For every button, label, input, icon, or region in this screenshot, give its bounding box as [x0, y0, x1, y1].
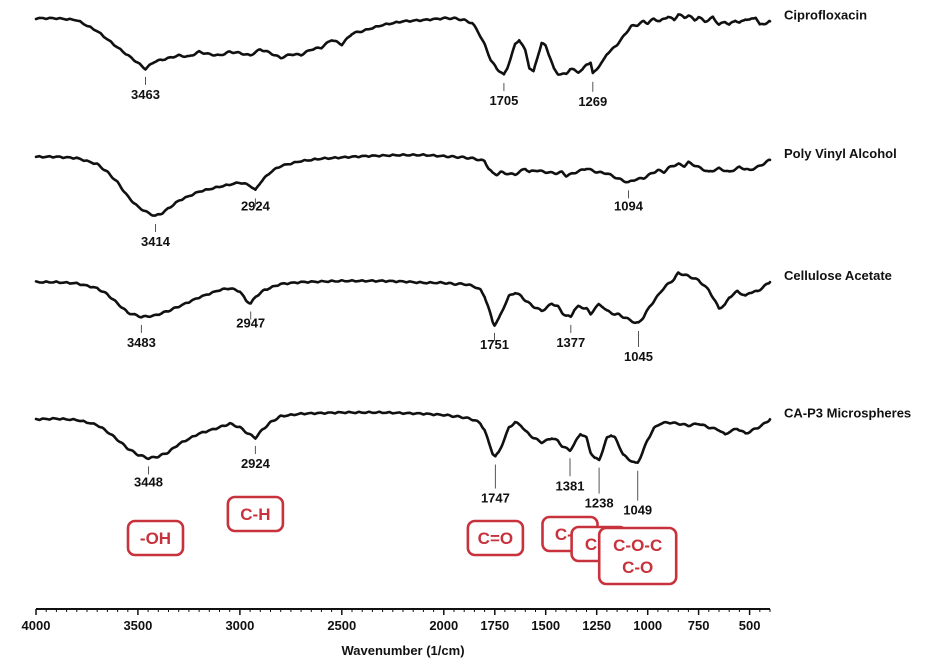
x-tick-label-3500: 3500 [123, 618, 152, 633]
peak-label-ca-p3-microspheres-1238: 1238 [585, 496, 614, 511]
x-tick-label-4000: 4000 [22, 618, 51, 633]
peak-label-ca-p3-microspheres-2924: 2924 [241, 456, 271, 471]
group-label-box [126, 519, 185, 557]
group-label-3: C=O [466, 519, 525, 557]
peak-label-cellulose-acetate-3483: 3483 [127, 335, 156, 350]
group-label-text: -OH [140, 529, 171, 548]
series-line-ciprofloxacin [34, 13, 772, 76]
peak-markers: 3463 1705 1269 3414 2924 1094 3483 2947 1751 1377… [127, 76, 653, 518]
group-label-box [226, 495, 285, 533]
x-axis: 4000 3500 3000 2500 2000 1750 1500 1250 1000 750 5… [22, 608, 771, 658]
x-tick-label-2500: 2500 [327, 618, 356, 633]
series-line-poly-vinyl-alcohol [34, 153, 772, 217]
series-label-ca-p3-microspheres: CA-P3 Microspheres [784, 405, 911, 420]
x-tick-label-1250: 1250 [582, 618, 611, 633]
series-label-poly-vinyl-alcohol: Poly Vinyl Alcohol [784, 146, 897, 161]
series-label-ciprofloxacin: Ciprofloxacin [784, 7, 867, 22]
peak-label-cellulose-acetate-1045: 1045 [624, 349, 653, 364]
peak-label-ciprofloxacin-1705: 1705 [489, 93, 518, 108]
functional-group-labels: -OHC-HC=OC-CC-FC-O-CC-O [126, 495, 678, 586]
group-label-text: C-O-C [613, 536, 662, 555]
spectra-traces [34, 13, 772, 464]
x-axis-title: Wavenumber (1/cm) [341, 643, 464, 658]
peak-label-poly-vinyl-alcohol-2924: 2924 [241, 198, 271, 213]
series-label-cellulose-acetate: Cellulose Acetate [784, 268, 892, 283]
peak-label-ciprofloxacin-3463: 3463 [131, 87, 160, 102]
peak-label-ca-p3-microspheres-1381: 1381 [556, 478, 585, 493]
x-tick-label-1750: 1750 [480, 618, 509, 633]
x-tick-label-3000: 3000 [225, 618, 254, 633]
x-axis-ticks: 4000 3500 3000 2500 2000 1750 1500 1250 1000 750 5… [22, 609, 771, 633]
group-label-1: -OH [126, 519, 185, 557]
x-tick-label-2000: 2000 [429, 618, 458, 633]
group-label-box [597, 526, 678, 586]
group-label-text: C-H [240, 505, 270, 524]
peak-label-ca-p3-microspheres-1049: 1049 [623, 503, 652, 518]
series-line-ca-p3-microspheres [34, 410, 772, 464]
x-tick-label-500: 500 [739, 618, 761, 633]
group-label-box [466, 519, 525, 557]
peak-label-ca-p3-microspheres-3448: 3448 [134, 474, 163, 489]
group-label-text: C-O [622, 558, 653, 577]
x-tick-label-750: 750 [688, 618, 710, 633]
peak-label-cellulose-acetate-1751: 1751 [480, 337, 509, 352]
peak-label-poly-vinyl-alcohol-3414: 3414 [141, 234, 171, 249]
x-tick-label-1500: 1500 [531, 618, 560, 633]
peak-label-cellulose-acetate-1377: 1377 [556, 335, 585, 350]
group-label-6: C-O-C C-O [597, 526, 678, 586]
series-legend: Ciprofloxacin Poly Vinyl Alcohol Cellulose… [784, 7, 911, 420]
peak-label-cellulose-acetate-2947: 2947 [236, 316, 265, 331]
peak-label-poly-vinyl-alcohol-1094: 1094 [614, 198, 644, 213]
series-line-cellulose-acetate [34, 271, 772, 327]
x-tick-label-1000: 1000 [633, 618, 662, 633]
group-label-2: C-H [226, 495, 285, 533]
peak-label-ca-p3-microspheres-1747: 1747 [481, 491, 510, 506]
group-label-text: C=O [478, 529, 513, 548]
peak-label-ciprofloxacin-1269: 1269 [578, 94, 607, 109]
